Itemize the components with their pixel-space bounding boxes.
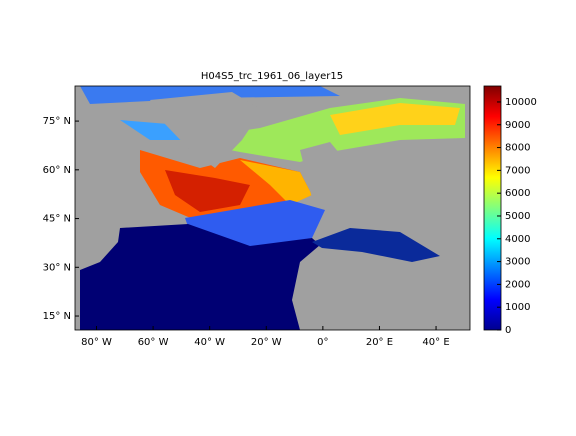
x-tick-label: 20° E <box>366 337 393 348</box>
map-field <box>75 86 470 330</box>
subtropical-ocean <box>80 224 320 330</box>
greenland <box>150 92 262 168</box>
colorbar-tick-label: 7000 <box>505 165 530 176</box>
y-tick-label: 75° N <box>43 116 71 127</box>
mediterranean <box>312 228 440 262</box>
colorbar-tick-label: 0 <box>505 325 511 336</box>
x-tick-label: 40° W <box>194 337 225 348</box>
x-tick-label: 40° E <box>422 337 449 348</box>
iceland-basin <box>240 160 312 205</box>
scandinavia-britain <box>300 142 345 200</box>
colorbar-tick-label: 10000 <box>505 97 537 108</box>
x-tick-label: 60° W <box>138 337 169 348</box>
x-tick-label: 20° W <box>251 337 282 348</box>
colorbar-tick-label: 4000 <box>505 234 530 245</box>
y-tick-label: 45° N <box>43 214 71 225</box>
colorbar-tick-label: 8000 <box>505 143 530 154</box>
colorbar-tick-label: 9000 <box>505 120 530 131</box>
colorbar-tick-label: 3000 <box>505 257 530 268</box>
x-tick-label: 80° W <box>81 337 112 348</box>
colorbar-tick-label: 2000 <box>505 279 530 290</box>
colorbar-tick-label: 6000 <box>505 188 530 199</box>
x-tick-label: 0° <box>317 337 328 348</box>
y-tick-label: 15° N <box>43 311 71 322</box>
map-title: H04S5_trc_1961_06_layer15 <box>201 71 343 82</box>
colorbar <box>483 85 502 331</box>
map-frame <box>74 85 471 331</box>
colorbar-tick-label: 1000 <box>505 302 530 313</box>
y-tick-label: 60° N <box>43 165 71 176</box>
colorbar-tick-label: 5000 <box>505 211 530 222</box>
y-tick-label: 30° N <box>43 262 71 273</box>
nordic-seas-core <box>330 103 460 135</box>
subpolar-core <box>165 170 250 212</box>
